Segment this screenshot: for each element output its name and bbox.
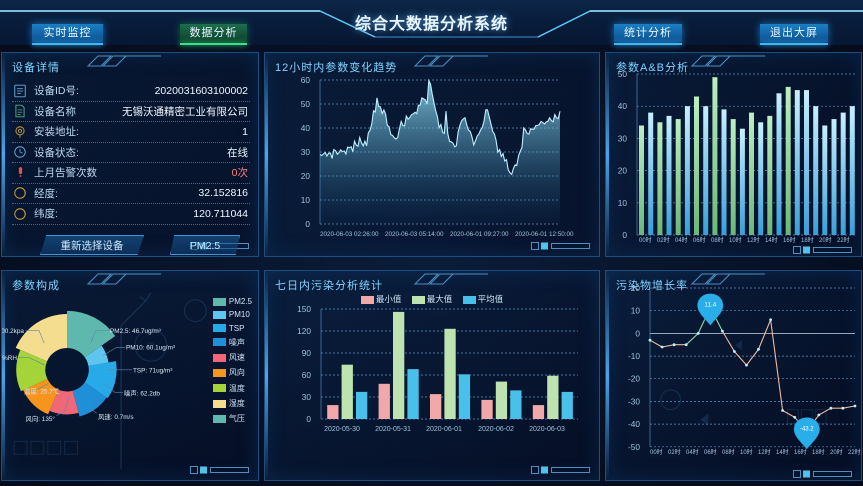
svg-text:50: 50 — [301, 99, 311, 109]
svg-text:噪声: 62.2db: 噪声: 62.2db — [124, 389, 160, 398]
svg-text:11.4: 11.4 — [704, 302, 716, 309]
svg-text:-43.2: -43.2 — [800, 426, 814, 432]
svg-text:18时: 18时 — [801, 236, 814, 244]
svg-text:10: 10 — [301, 195, 311, 205]
svg-text:0: 0 — [306, 414, 311, 424]
svg-text:2020-05-30: 2020-05-30 — [324, 426, 360, 433]
svg-text:20: 20 — [631, 283, 641, 293]
svg-text:-40: -40 — [628, 419, 640, 429]
svg-text:50: 50 — [618, 69, 628, 79]
svg-text:0: 0 — [622, 230, 627, 240]
svg-text:-10: -10 — [628, 351, 640, 361]
svg-text:90: 90 — [302, 348, 312, 358]
svg-text:风向: 135°: 风向: 135° — [25, 414, 55, 423]
svg-text:10: 10 — [618, 198, 628, 208]
svg-text:16时: 16时 — [783, 236, 796, 244]
svg-text:30: 30 — [301, 147, 311, 157]
svg-text:12时: 12时 — [758, 448, 771, 456]
svg-text:2020-06-01: 2020-06-01 — [426, 426, 462, 433]
svg-text:06时: 06时 — [704, 448, 717, 456]
svg-text:00时: 00时 — [650, 448, 663, 456]
svg-text:02时: 02时 — [657, 236, 670, 244]
svg-text:10时: 10时 — [740, 448, 753, 456]
svg-text:04时: 04时 — [675, 236, 688, 244]
svg-text:2020-06-01 12:50:00: 2020-06-01 12:50:00 — [515, 231, 574, 238]
svg-text:PM2.5: 46.7ug/m³: PM2.5: 46.7ug/m³ — [110, 328, 161, 335]
svg-text:湿度: 67.4%RH: 湿度: 67.4%RH — [2, 353, 17, 362]
svg-text:40: 40 — [618, 101, 628, 111]
svg-text:40: 40 — [301, 123, 311, 133]
svg-text:2020-06-03 02:26:00: 2020-06-03 02:26:00 — [320, 231, 379, 238]
svg-text:-20: -20 — [628, 374, 640, 384]
svg-text:2020-06-03: 2020-06-03 — [529, 426, 565, 433]
svg-text:150: 150 — [297, 304, 311, 314]
svg-text:-30: -30 — [628, 396, 640, 406]
svg-text:18时: 18时 — [812, 448, 825, 456]
svg-text:00时: 00时 — [639, 236, 652, 244]
svg-text:0: 0 — [635, 328, 640, 338]
svg-text:20时: 20时 — [819, 236, 832, 244]
svg-text:08时: 08时 — [711, 236, 724, 244]
svg-text:16时: 16时 — [794, 448, 807, 456]
svg-text:30: 30 — [302, 392, 312, 402]
svg-text:TSP: 71ug/m³: TSP: 71ug/m³ — [133, 368, 172, 375]
svg-text:10: 10 — [631, 306, 641, 316]
svg-text:2020-06-03 05:14:00: 2020-06-03 05:14:00 — [385, 231, 444, 238]
svg-text:PM10: 60.1ug/m³: PM10: 60.1ug/m³ — [126, 345, 175, 352]
svg-text:风速: 0.7m/s: 风速: 0.7m/s — [98, 413, 134, 421]
svg-text:06时: 06时 — [693, 236, 706, 244]
svg-text:22时: 22时 — [837, 236, 850, 244]
svg-text:-50: -50 — [628, 442, 640, 452]
svg-text:12时: 12时 — [747, 236, 760, 244]
svg-text:2020-05-31: 2020-05-31 — [375, 426, 411, 433]
svg-text:14时: 14时 — [765, 236, 778, 244]
svg-text:22时: 22时 — [848, 448, 861, 456]
svg-text:30: 30 — [618, 133, 628, 143]
svg-text:20: 20 — [618, 166, 628, 176]
svg-text:02时: 02时 — [668, 448, 681, 456]
svg-text:20: 20 — [301, 171, 311, 181]
svg-text:10时: 10时 — [729, 236, 742, 244]
svg-text:气压: 100.2kpa: 气压: 100.2kpa — [2, 326, 24, 335]
svg-text:2020-06-01 09:27:00: 2020-06-01 09:27:00 — [450, 231, 509, 238]
svg-text:20时: 20时 — [830, 448, 843, 456]
svg-text:温度: 25.7℃: 温度: 25.7℃ — [24, 387, 60, 396]
svg-text:2020-06-02: 2020-06-02 — [478, 426, 514, 433]
svg-text:60: 60 — [301, 75, 311, 85]
svg-text:0: 0 — [305, 219, 310, 229]
svg-text:04时: 04时 — [686, 448, 699, 456]
svg-text:08时: 08时 — [722, 448, 735, 456]
svg-text:14时: 14时 — [776, 448, 789, 456]
svg-text:120: 120 — [297, 326, 311, 336]
svg-text:60: 60 — [302, 370, 312, 380]
